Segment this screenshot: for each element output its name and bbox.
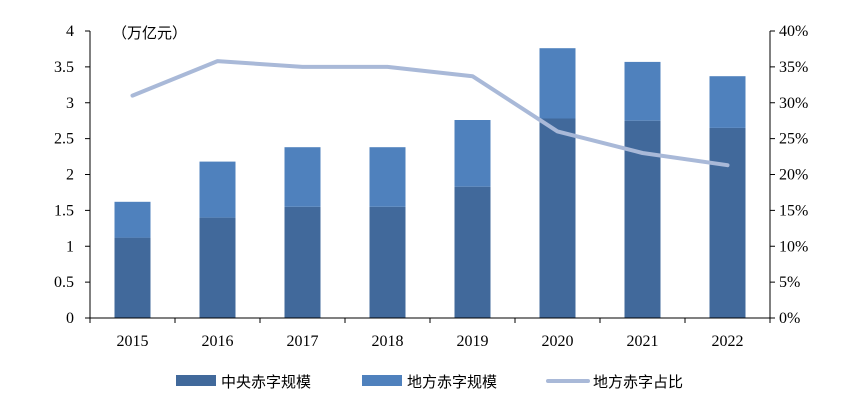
x-tick-label-2016: 2016 — [202, 333, 234, 350]
legend-swatch-bar-0 — [176, 375, 216, 386]
y-left-tick-label: 2 — [66, 167, 74, 184]
legend-label-0: 中央赤字规模 — [221, 373, 311, 391]
bar-local-2021 — [624, 61, 661, 121]
y-left-tick-label: 3 — [66, 95, 74, 112]
legend: 中央赤字规模 地方赤字规模 地方赤字占比 — [176, 373, 683, 391]
x-tick-label-2017: 2017 — [287, 333, 319, 350]
y-left-tick-label: 1.5 — [54, 202, 74, 219]
legend-swatch-bar-1 — [362, 375, 402, 386]
x-tick-label-2020: 2020 — [542, 333, 574, 350]
y-left-tick-label: 3.5 — [54, 59, 74, 76]
y-left-tick-label: 4 — [66, 23, 74, 40]
y-right-tick-label: 30% — [779, 95, 808, 112]
bar-local-2015 — [114, 201, 151, 238]
bar-central-2020 — [539, 118, 576, 318]
y-left-tick-label: 1 — [66, 238, 74, 255]
legend-label-1: 地方赤字规模 — [407, 373, 497, 391]
bar-local-2016 — [199, 161, 236, 218]
y-right-tick-label: 25% — [779, 131, 808, 148]
legend-label-2: 地方赤字占比 — [593, 373, 683, 391]
y-right-tick-label: 40% — [779, 23, 808, 40]
y-right-tick-label: 10% — [779, 238, 808, 255]
bar-local-2017 — [284, 147, 321, 207]
y-right-tick-label: 0% — [779, 310, 800, 327]
bar-local-2020 — [539, 48, 576, 119]
bar-central-2016 — [199, 217, 236, 318]
bar-local-2019 — [454, 120, 491, 187]
x-tick-label-2019: 2019 — [457, 333, 489, 350]
bar-central-2019 — [454, 186, 491, 318]
x-tick-label-2018: 2018 — [372, 333, 404, 350]
y-right-tick-label: 20% — [779, 167, 808, 184]
bar-local-2022 — [709, 76, 746, 128]
axes-layer: 00.511.522.533.540%5%10%15%20%25%30%35%4… — [54, 23, 808, 350]
bar-central-2018 — [369, 206, 406, 318]
x-tick-label-2015: 2015 — [117, 333, 149, 350]
x-tick-label-2021: 2021 — [627, 333, 659, 350]
bar-central-2017 — [284, 206, 321, 318]
bar-central-2015 — [114, 237, 151, 318]
line-local-deficit-share — [130, 59, 730, 168]
y-left-tick-label: 0 — [66, 310, 74, 327]
bar-layer — [114, 48, 746, 319]
bar-local-2018 — [369, 147, 406, 207]
y-right-tick-label: 5% — [779, 274, 800, 291]
y-right-tick-label: 15% — [779, 202, 808, 219]
y-left-tick-label: 0.5 — [54, 274, 74, 291]
y-right-tick-label: 35% — [779, 59, 808, 76]
y-left-unit-label: （万亿元） — [112, 24, 187, 42]
y-left-tick-label: 2.5 — [54, 131, 74, 148]
x-tick-label-2022: 2022 — [712, 333, 744, 350]
bar-central-2022 — [709, 127, 746, 319]
line-layer — [130, 59, 730, 168]
